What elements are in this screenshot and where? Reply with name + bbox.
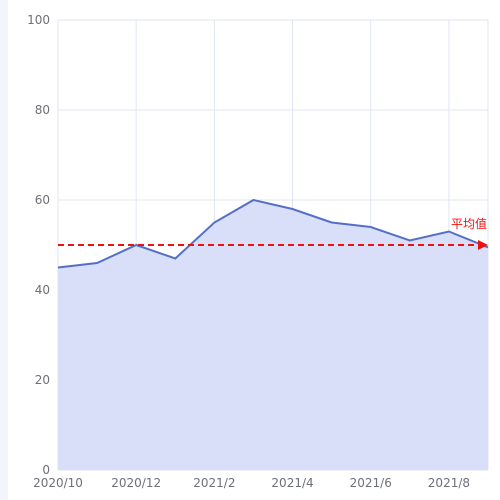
x-tick-label: 2020/12 — [111, 476, 161, 490]
average-label: 平均值 — [451, 216, 487, 231]
x-tick-label: 2021/2 — [193, 476, 235, 490]
x-tick-label: 2021/8 — [428, 476, 470, 490]
y-tick-label: 80 — [35, 103, 50, 117]
average-arrow-icon — [478, 240, 488, 250]
series-area — [58, 200, 488, 470]
x-tick-label: 2021/6 — [350, 476, 392, 490]
x-axis-ticks: 2020/10 2020/12 2021/2 2021/4 2021/6 2021/8 — [33, 476, 470, 490]
series-line — [57, 198, 489, 269]
y-tick-label: 60 — [35, 193, 50, 207]
y-tick-label: 40 — [35, 283, 50, 297]
x-tick-label: 2020/10 — [33, 476, 83, 490]
y-tick-label: 100 — [27, 13, 50, 27]
y-tick-label: 20 — [35, 373, 50, 387]
x-tick-label: 2021/4 — [271, 476, 313, 490]
average-markline: 平均值 — [58, 216, 488, 250]
y-axis-ticks: 0 20 40 60 80 100 — [27, 13, 50, 477]
y-tick-label: 0 — [42, 463, 50, 477]
